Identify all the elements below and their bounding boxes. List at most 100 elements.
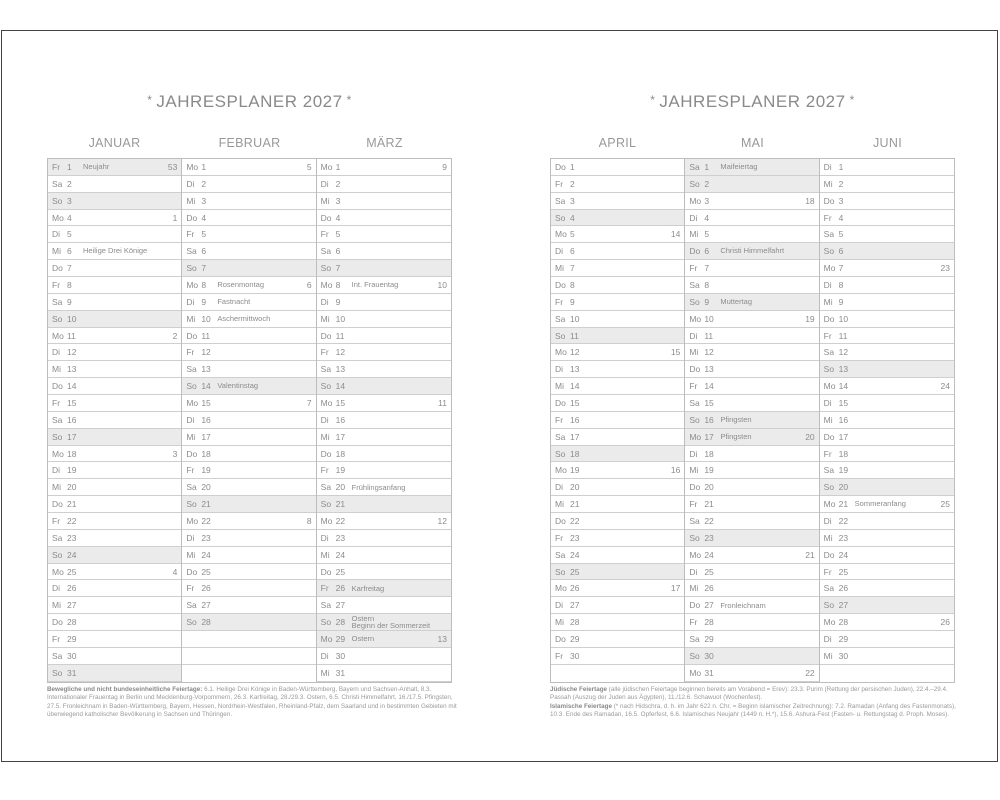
day-row[interactable]: So 31 <box>48 664 182 682</box>
day-row[interactable]: Do 21 <box>48 496 182 514</box>
day-row[interactable]: Do 29 <box>551 631 685 648</box>
day-row[interactable]: Mi 17 <box>182 429 316 446</box>
day-row[interactable]: Mi 10 <box>316 311 451 328</box>
day-row[interactable]: Mo 22 12 <box>316 513 451 530</box>
day-row[interactable]: Sa 24 <box>551 547 685 564</box>
day-row[interactable]: So 30 <box>685 647 819 665</box>
day-row[interactable]: Di 18 <box>685 446 819 463</box>
day-row[interactable]: Fr 1 Neujahr 53 <box>48 159 182 176</box>
day-row[interactable]: Fr 5 <box>316 226 451 244</box>
day-row[interactable]: So 6 <box>819 243 954 261</box>
day-row[interactable]: Mi 7 <box>551 260 685 278</box>
day-row[interactable]: Sa 27 <box>182 597 316 615</box>
day-row[interactable]: So 13 <box>819 361 954 379</box>
day-row[interactable]: Do 14 <box>48 378 182 396</box>
day-row[interactable]: Sa 30 <box>48 648 182 665</box>
day-row[interactable]: Fr 26 <box>182 580 316 598</box>
day-row[interactable]: Mo 29 Ostern 13 <box>316 631 451 648</box>
day-row[interactable]: Mi 2 <box>819 176 954 193</box>
day-row[interactable]: So 27 <box>819 597 954 615</box>
day-row[interactable]: Sa 17 <box>551 429 685 446</box>
day-row[interactable]: Sa 12 <box>819 344 954 362</box>
day-row[interactable]: Sa 13 <box>316 361 451 379</box>
day-row[interactable]: Sa 2 <box>48 176 182 193</box>
day-row[interactable]: Di 13 <box>551 361 685 379</box>
day-row[interactable]: Mo 12 15 <box>551 344 685 362</box>
day-row[interactable]: So 28 Ostern Beginn der Sommerzeit <box>316 614 451 632</box>
day-row[interactable]: Fr 15 <box>48 395 182 412</box>
day-row[interactable]: Mi 3 <box>182 193 316 210</box>
day-row[interactable]: Sa 8 <box>685 277 819 294</box>
day-row[interactable]: So 25 <box>551 563 685 581</box>
day-row[interactable]: Sa 5 <box>819 226 954 244</box>
day-row[interactable]: Fr 12 <box>182 344 316 362</box>
day-row[interactable]: So 16 Pfingsten <box>685 411 819 429</box>
day-row[interactable]: Mo 10 19 <box>685 311 819 328</box>
day-row[interactable]: Mo 21 Sommeranfang 25 <box>819 496 954 514</box>
day-row[interactable]: Fr 30 <box>551 648 685 665</box>
day-row[interactable]: Fr 16 <box>551 412 685 429</box>
day-row[interactable]: So 23 <box>685 529 819 547</box>
day-row[interactable]: Sa 1 Maifeiertag <box>685 159 819 176</box>
day-row[interactable]: Di 9 <box>316 294 451 311</box>
day-row[interactable]: Di 20 <box>551 479 685 497</box>
day-row[interactable]: Fr 25 <box>819 564 954 581</box>
day-row[interactable]: Fr 19 <box>316 462 451 480</box>
day-row[interactable]: So 10 <box>48 310 182 328</box>
day-row[interactable]: Mo 8 Int. Frauentag 10 <box>316 277 451 294</box>
day-row[interactable]: Mo 19 16 <box>551 462 685 480</box>
day-row[interactable]: Mo 15 11 <box>316 395 451 412</box>
day-row[interactable]: Mi 26 <box>685 580 819 598</box>
day-row[interactable]: Do 11 <box>182 328 316 345</box>
day-row[interactable]: Do 17 <box>819 429 954 446</box>
day-row[interactable]: Sa 13 <box>182 361 316 379</box>
day-row[interactable]: Mi 10 Aschermittwoch <box>182 311 316 328</box>
day-row[interactable]: So 7 <box>182 260 316 278</box>
day-row[interactable]: Mo 5 14 <box>551 226 685 244</box>
day-row[interactable]: Do 27 Fronleichnam <box>685 597 819 615</box>
day-row[interactable]: Do 25 <box>182 564 316 581</box>
day-row[interactable]: Do 20 <box>685 479 819 497</box>
day-row[interactable]: Fr 28 <box>685 614 819 632</box>
day-row[interactable]: Fr 4 <box>819 210 954 227</box>
day-row[interactable]: Sa 20 <box>182 479 316 497</box>
day-row[interactable]: So 21 <box>316 496 451 514</box>
day-row[interactable]: Mi 31 <box>316 665 451 682</box>
day-row[interactable]: Do 10 <box>819 311 954 328</box>
day-row[interactable]: Fr 22 <box>48 513 182 530</box>
day-row[interactable]: Di 29 <box>819 631 954 648</box>
day-row[interactable]: Di 22 <box>819 513 954 530</box>
day-row[interactable]: So 18 <box>551 445 685 463</box>
day-row[interactable]: Mi 16 <box>819 412 954 429</box>
day-row[interactable]: Di 25 <box>685 564 819 581</box>
day-row[interactable]: Mo 1 5 <box>182 159 316 176</box>
day-row[interactable]: Mo 28 26 <box>819 614 954 632</box>
day-row[interactable]: So 7 <box>316 260 451 278</box>
day-row[interactable]: Do 4 <box>182 210 316 227</box>
day-row[interactable]: Do 18 <box>316 446 451 463</box>
day-row[interactable]: Sa 22 <box>685 513 819 530</box>
day-row[interactable]: Fr 23 <box>551 530 685 547</box>
day-row[interactable]: Fr 2 <box>551 176 685 193</box>
day-row[interactable]: Mi 19 <box>685 462 819 480</box>
day-row[interactable]: Di 6 <box>551 243 685 261</box>
day-row[interactable]: Di 26 <box>48 580 182 598</box>
day-row[interactable]: Di 2 <box>182 176 316 193</box>
day-row[interactable]: Sa 20 Frühlingsanfang <box>316 479 451 497</box>
day-row[interactable]: Mi 17 <box>316 429 451 446</box>
day-row[interactable]: Mi 24 <box>182 547 316 564</box>
day-row[interactable]: Mo 17 Pfingsten 20 <box>685 428 819 446</box>
day-row[interactable]: Mi 13 <box>48 361 182 379</box>
day-row[interactable]: Mo 18 3 <box>48 446 182 463</box>
day-row[interactable]: Do 15 <box>551 395 685 412</box>
day-row[interactable]: Mo 22 8 <box>182 513 316 530</box>
day-row[interactable]: Sa 15 <box>685 395 819 412</box>
day-row[interactable]: Mo 11 2 <box>48 328 182 345</box>
day-row[interactable]: Mi 9 <box>819 294 954 311</box>
day-row[interactable]: Mo 7 23 <box>819 260 954 278</box>
day-row[interactable]: Di 15 <box>819 395 954 412</box>
day-row[interactable]: Di 9 Fastnacht <box>182 294 316 311</box>
day-row[interactable]: Mi 3 <box>316 193 451 210</box>
day-row[interactable]: Mi 6 Heilige Drei Könige <box>48 243 182 261</box>
day-row[interactable]: So 20 <box>819 479 954 497</box>
